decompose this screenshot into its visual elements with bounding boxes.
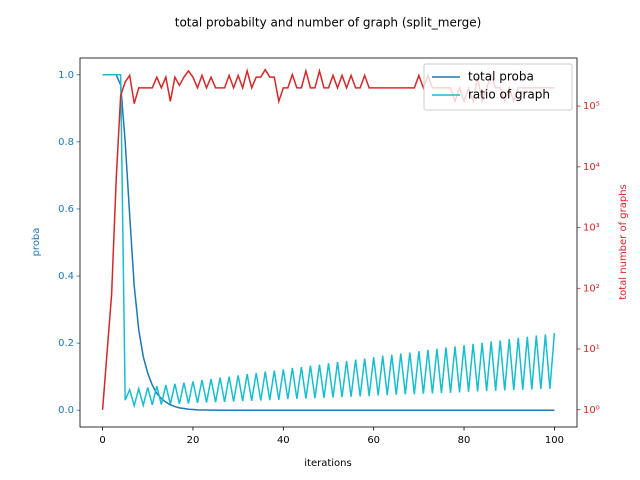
x-tick-label: 100 [545,435,564,446]
x-axis-label: iterations [304,458,351,469]
y-tick-label: 0.8 [58,137,74,148]
series-line [102,74,556,409]
x-tick-label: 0 [99,435,105,446]
chart-title: total probabilty and number of graph (sp… [175,16,482,30]
y-tick-label: 1.0 [58,70,74,81]
y2-tick-label: 10² [583,283,600,294]
y2-tick-label: 10⁴ [583,162,600,173]
y-tick-label: 0.4 [58,271,74,282]
legend-label: total proba [468,70,534,84]
legend-label: ratio of graph [468,88,550,102]
series-line [101,67,555,410]
plot-frame [79,57,578,428]
x-tick-label: 80 [458,435,471,446]
y2-tick-label: 10⁵ [583,101,600,112]
legend-box [423,63,573,111]
y-tick-label: 0.2 [58,338,74,349]
y2-tick-label: 10⁰ [583,405,600,416]
y-tick-label: 0.6 [58,204,74,215]
x-tick-label: 60 [367,435,380,446]
y-tick-label: 0.0 [58,405,74,416]
y-axis-label: proba [31,228,42,257]
y2-axis-label: total number of graphs [618,184,629,300]
y2-tick-label: 10¹ [583,344,600,355]
series-line [102,74,555,411]
x-tick-label: 20 [187,435,200,446]
x-tick-label: 40 [277,435,290,446]
y2-tick-label: 10³ [583,223,600,234]
